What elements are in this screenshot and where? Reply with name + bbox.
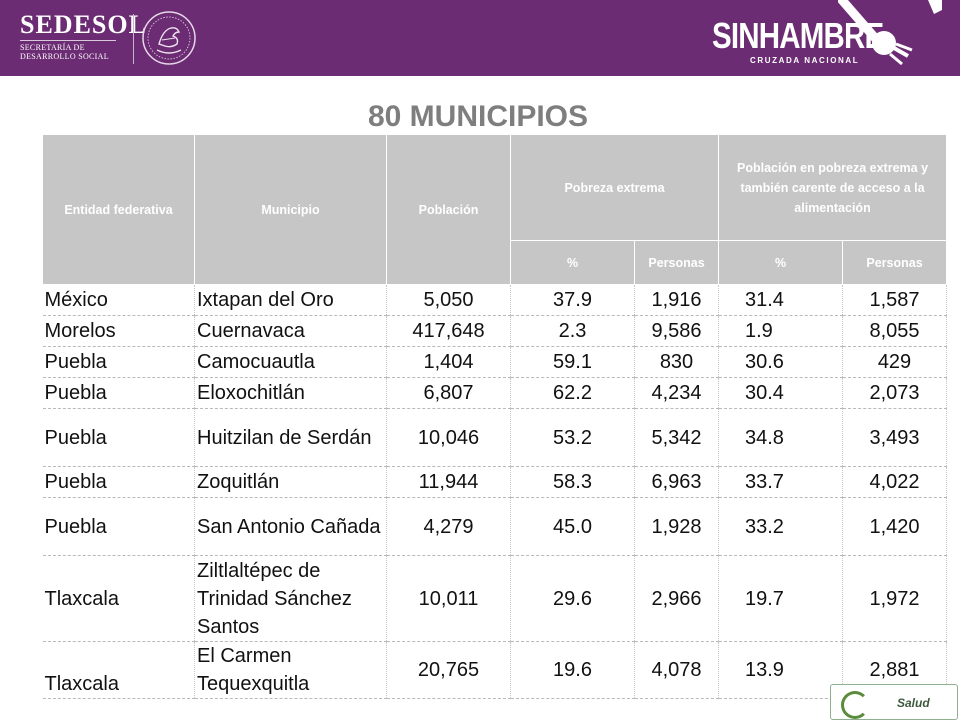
cell-pa-personas: 1,972	[842, 555, 948, 642]
table-row: Morelos Cuernavaca 417,648 2.3 9,586 1.9…	[42, 315, 948, 347]
header-divider	[133, 14, 134, 64]
municipalities-table: Entidad federativa Municipio Población P…	[42, 134, 948, 699]
header-municipio: Municipio	[194, 134, 387, 285]
cell-entidad: Puebla	[42, 408, 195, 467]
cell-pa-pct: 30.4	[718, 377, 843, 409]
cell-poblacion: 1,404	[386, 346, 511, 378]
sedesol-logo-name: SEDESOL	[20, 10, 147, 39]
cell-entidad: Puebla	[42, 377, 195, 409]
page-title-text: 80 MUNICIPIOS	[367, 100, 589, 133]
cell-municipio: Cuernavaca	[194, 315, 387, 347]
sedesol-logo-subtitle-line-2: DESARROLLO SOCIAL	[20, 52, 109, 61]
cell-pa-pct: 13.9	[718, 641, 843, 699]
sedesol-logo-subtitle-line-1: SECRETARÍA DE	[20, 43, 85, 52]
table-row: México Ixtapan del Oro 5,050 37.9 1,916 …	[42, 284, 948, 316]
header-pobreza-alimentacion: Población en pobreza extrema y también c…	[717, 134, 948, 241]
cell-pa-personas: 1,587	[842, 284, 948, 316]
cell-entidad: Tlaxcala	[42, 641, 195, 699]
sinhambre-word-sin: SIN	[712, 15, 760, 56]
cell-pe-personas: 830	[634, 346, 719, 378]
salud-logo: Salud	[830, 684, 958, 720]
cell-pa-personas: 429	[842, 346, 948, 378]
table-row: Tlaxcala Ziltlaltépec de Trinidad Sánche…	[42, 555, 948, 642]
cell-municipio: Ziltlaltépec de Trinidad Sánchez Santos	[194, 555, 387, 642]
table-row: Puebla Eloxochitlán 6,807 62.2 4,234 30.…	[42, 377, 948, 409]
subheader-pa-pct: %	[718, 240, 843, 285]
cell-entidad: Morelos	[42, 315, 195, 347]
cell-pe-pct: 62.2	[510, 377, 635, 409]
cell-pa-personas: 4,022	[842, 466, 948, 498]
sedesol-logo: SEDESOL SECRETARÍA DE DESARROLLO SOCIAL	[20, 10, 147, 64]
table-row: Puebla San Antonio Cañada 4,279 45.0 1,9…	[42, 497, 948, 556]
cell-poblacion: 5,050	[386, 284, 511, 316]
mexican-coat-of-arms-icon	[142, 11, 196, 65]
cell-pa-pct: 31.4	[718, 284, 843, 316]
subheader-pe-personas: Personas	[634, 240, 719, 285]
subheader-pa-personas: Personas	[841, 240, 948, 285]
cell-pe-personas: 5,342	[634, 408, 719, 467]
cell-pa-personas: 3,493	[842, 408, 948, 467]
cell-municipio: Ixtapan del Oro	[194, 284, 387, 316]
cell-pa-personas: 2,073	[842, 377, 948, 409]
cell-entidad: Puebla	[42, 466, 195, 498]
cell-pa-pct: 33.7	[718, 466, 843, 498]
header-poblacion: Población	[386, 134, 511, 285]
cell-municipio: Zoquitlán	[194, 466, 387, 498]
cell-pe-personas: 1,916	[634, 284, 719, 316]
cell-pe-personas: 4,078	[634, 641, 719, 699]
cell-municipio: Huitzilan de Serdán	[194, 408, 387, 467]
cell-pe-pct: 58.3	[510, 466, 635, 498]
sinhambre-logo-wordmark: SINHAMBRE	[712, 15, 884, 56]
header-bar: SEDESOL SECRETARÍA DE DESARROLLO SOCIAL …	[0, 0, 960, 76]
table-row: Puebla Huitzilan de Serdán 10,046 53.2 5…	[42, 408, 948, 467]
cell-poblacion: 4,279	[386, 497, 511, 556]
cell-poblacion: 10,011	[386, 555, 511, 642]
cell-poblacion: 20,765	[386, 641, 511, 699]
table-row: Puebla Zoquitlán 11,944 58.3 6,963 33.7 …	[42, 466, 948, 498]
cell-poblacion: 6,807	[386, 377, 511, 409]
cell-pa-personas: 8,055	[842, 315, 948, 347]
cell-pe-pct: 53.2	[510, 408, 635, 467]
cell-entidad: Tlaxcala	[42, 555, 195, 642]
salud-logo-text: Salud	[897, 696, 930, 710]
fork-and-knife-icon	[838, 0, 942, 66]
cell-poblacion: 10,046	[386, 408, 511, 467]
cell-pe-pct: 29.6	[510, 555, 635, 642]
subheader-pe-pct: %	[510, 240, 635, 285]
cell-municipio: El Carmen Tequexquitla	[194, 641, 387, 699]
cell-pa-pct: 1.9	[718, 315, 843, 347]
header-entidad: Entidad federativa	[42, 134, 195, 285]
cell-pe-pct: 37.9	[510, 284, 635, 316]
cell-entidad: México	[42, 284, 195, 316]
cell-pe-pct: 19.6	[510, 641, 635, 699]
cell-poblacion: 417,648	[386, 315, 511, 347]
cell-poblacion: 11,944	[386, 466, 511, 498]
cell-pa-pct: 19.7	[718, 555, 843, 642]
cell-pa-pct: 34.8	[718, 408, 843, 467]
sedesol-logo-rule	[20, 40, 116, 41]
cell-entidad: Puebla	[42, 497, 195, 556]
cell-pe-pct: 2.3	[510, 315, 635, 347]
cell-pa-personas: 1,420	[842, 497, 948, 556]
salud-logo-mark-icon	[841, 691, 869, 719]
cell-pa-pct: 30.6	[718, 346, 843, 378]
cell-municipio: Eloxochitlán	[194, 377, 387, 409]
cell-municipio: Camocuautla	[194, 346, 387, 378]
table-row: Tlaxcala El Carmen Tequexquitla 20,765 1…	[42, 641, 948, 699]
cell-pe-personas: 9,586	[634, 315, 719, 347]
cell-municipio: San Antonio Cañada	[194, 497, 387, 556]
cell-entidad: Puebla	[42, 346, 195, 378]
page-title: 80 MUNICIPIOS	[0, 100, 960, 134]
cell-pe-pct: 59.1	[510, 346, 635, 378]
cell-pe-personas: 6,963	[634, 466, 719, 498]
cell-pe-personas: 1,928	[634, 497, 719, 556]
cell-pa-pct: 33.2	[718, 497, 843, 556]
table-row: Puebla Camocuautla 1,404 59.1 830 30.6 4…	[42, 346, 948, 378]
cell-pe-personas: 4,234	[634, 377, 719, 409]
header-pobreza-extrema: Pobreza extrema	[510, 134, 719, 241]
cell-pe-personas: 2,966	[634, 555, 719, 642]
sinhambre-tagline: CRUZADA NACIONAL	[750, 56, 860, 65]
cell-pe-pct: 45.0	[510, 497, 635, 556]
